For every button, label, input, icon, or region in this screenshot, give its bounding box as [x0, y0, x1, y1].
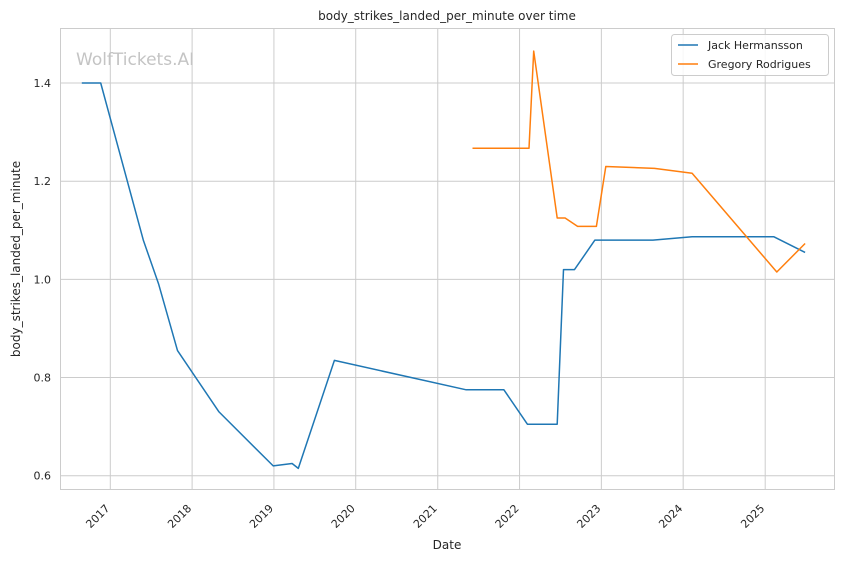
series-line-jack-hermansson	[81, 82, 806, 470]
plot-frame	[60, 28, 835, 490]
series-lines	[81, 50, 806, 470]
x-axis-title: Date	[433, 538, 462, 552]
watermark-text: WolfTickets.AI	[76, 50, 194, 70]
legend-label-jack-hermansson: Jack Hermansson	[707, 39, 803, 52]
y-tick-label: 1.4	[34, 77, 52, 90]
y-tick-label: 1.0	[34, 273, 52, 286]
series-line-gregory-rodrigues	[472, 50, 806, 273]
legend: Jack Hermansson Gregory Rodrigues	[671, 34, 829, 76]
y-tick-label: 0.8	[34, 372, 52, 385]
legend-box	[671, 34, 829, 76]
y-tick-label: 1.2	[34, 175, 52, 188]
chart-title: body_strikes_landed_per_minute over time	[318, 9, 576, 23]
y-axis-title: body_strikes_landed_per_minute	[9, 161, 23, 357]
legend-label-gregory-rodrigues: Gregory Rodrigues	[708, 58, 811, 71]
y-tick-label: 0.6	[34, 470, 52, 483]
